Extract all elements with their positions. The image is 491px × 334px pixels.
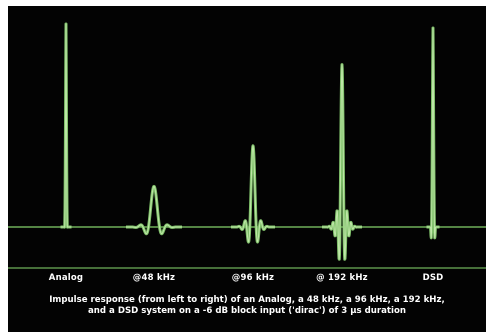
category-label-analog: Analog: [48, 273, 84, 283]
impulse-response-plot: [8, 22, 486, 269]
caption-line-1: Impulse response (from left to right) of…: [49, 295, 445, 305]
impulse-trace-glow-192-khz: [320, 63, 364, 261]
category-label-48khz: @48 kHz: [132, 273, 176, 283]
category-label-96khz: @96 kHz: [231, 273, 275, 283]
category-label-row: Analog @48 kHz @96 kHz @ 192 kHz DSD: [8, 270, 486, 290]
impulse-trace-analog: [60, 23, 72, 228]
category-label-192khz: @ 192 kHz: [316, 273, 368, 283]
impulse-trace-48-khz: [125, 185, 183, 235]
impulse-response-figure: Analog @48 kHz @96 kHz @ 192 kHz DSD Imp…: [8, 6, 486, 332]
figure-caption: Impulse response (from left to right) of…: [8, 295, 486, 317]
impulse-trace-96-khz: [230, 145, 276, 243]
caption-line-2: and a DSD system on a -6 dB block input …: [87, 306, 407, 316]
category-label-dsd: DSD: [422, 273, 444, 283]
impulse-trace-dsd: [426, 27, 440, 239]
impulse-trace-192-khz: [321, 64, 363, 260]
